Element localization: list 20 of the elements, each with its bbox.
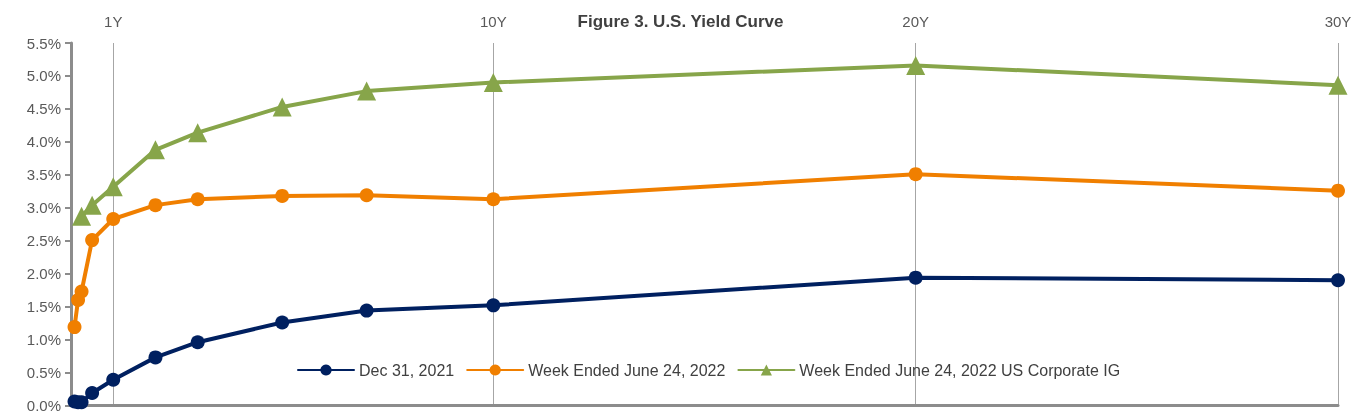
legend-label: Week Ended June 24, 2022 [528,361,726,379]
y-tick-label: 5.5% [26,34,61,52]
y-tick-label: 2.5% [26,232,61,250]
y-tick-label: 1.5% [26,298,61,316]
y-tick-label: 3.0% [26,199,61,217]
y-tick-label: 5.0% [26,67,61,85]
y-tick-label: 0.0% [26,397,61,413]
x-tick-label: 10Y [479,13,507,30]
chart-title: Figure 3. U.S. Yield Curve [577,12,784,31]
y-tick-label: 4.0% [26,133,61,151]
y-tick-label: 3.5% [26,166,61,184]
y-tick-label: 1.0% [26,331,61,349]
y-tick-label: 0.5% [26,364,61,382]
x-tick-label: 1Y [104,13,123,30]
y-tick-label: 4.5% [26,100,61,118]
x-tick-label: 30Y [1324,13,1352,30]
legend-label: Dec 31, 2021 [359,361,455,379]
y-tick-label: 2.0% [26,265,61,283]
legend-label: Week Ended June 24, 2022 US Corporate IG [799,361,1121,379]
x-tick-label: 20Y [902,13,930,30]
